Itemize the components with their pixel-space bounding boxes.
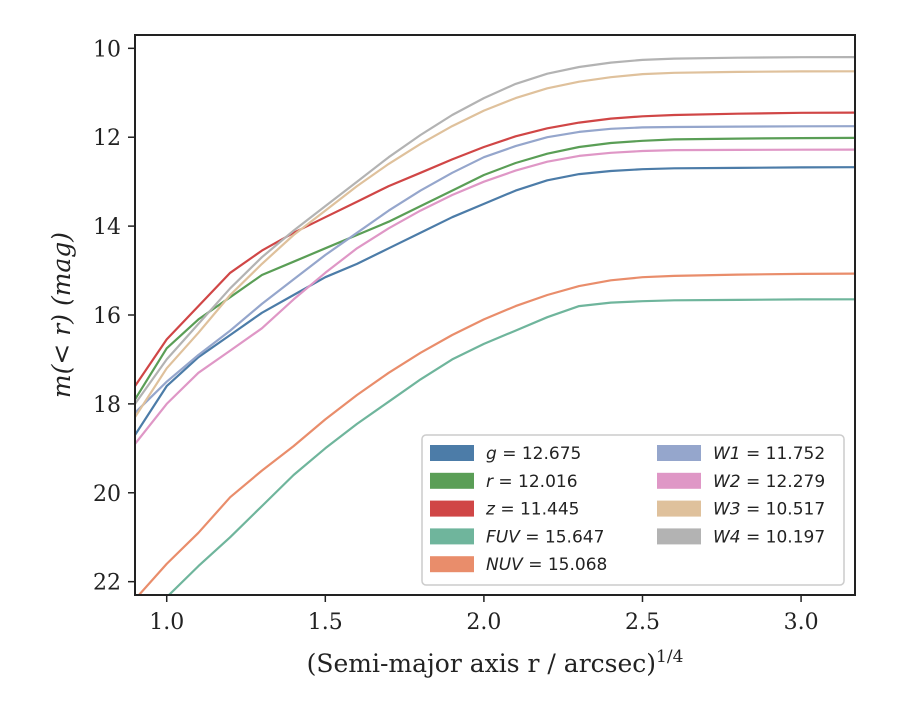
legend-swatch-z — [430, 500, 474, 517]
legend-label-w2: W2 = 12.279 — [713, 472, 825, 492]
y-tick-label: 22 — [93, 571, 121, 596]
series-line-fuv — [167, 298, 855, 595]
y-axis-label: m(< r) (mag) — [47, 232, 76, 398]
legend: g = 12.675 r = 12.016 z = 11.445 FUV = 15.6… — [421, 434, 845, 586]
series-layer — [135, 56, 855, 595]
y-tick-label: 14 — [93, 215, 121, 240]
series-line-r — [135, 136, 855, 401]
legend-label-w1: W1 = 11.752 — [713, 444, 825, 464]
series-line-w2 — [135, 148, 855, 445]
legend-label-fuv: FUV = 15.647 — [486, 527, 604, 547]
legend-swatch-nuv — [430, 556, 474, 573]
legend-swatch-w4 — [657, 528, 701, 545]
legend-swatch-fuv — [430, 528, 474, 545]
legend-swatch-w1 — [657, 445, 701, 461]
legend-label-nuv: NUV = 15.068 — [486, 555, 607, 575]
series-line-w3 — [135, 70, 855, 419]
series-line-nuv — [137, 272, 855, 595]
series-line-g — [135, 166, 855, 437]
x-axis-label: (Semi-major axis r / arcsec)1/4 — [307, 647, 684, 678]
x-tick-label: 2.0 — [466, 610, 501, 635]
legend-label-g: g = 12.675 — [486, 444, 581, 464]
y-tick-label: 16 — [93, 304, 121, 329]
y-tick-label: 10 — [93, 37, 121, 62]
x-tick-label: 1.0 — [149, 610, 184, 635]
legend-label-z: z = 11.445 — [485, 500, 579, 520]
legend-swatch-g — [430, 445, 474, 461]
series-line-z — [135, 111, 855, 388]
ticks-layer: 1.0 1.5 2.0 2.5 3.0 10 12 14 16 18 20 22 — [93, 37, 819, 635]
legend-swatch-w2 — [657, 472, 701, 489]
x-axis-label-main: (Semi-major axis r / arcsec) — [307, 649, 656, 678]
x-tick-label: 2.5 — [625, 610, 660, 635]
x-tick-label: 3.0 — [784, 610, 819, 635]
y-tick-label: 20 — [93, 482, 121, 507]
legend-label-w3: W3 = 10.517 — [713, 500, 825, 520]
legend-frame — [421, 434, 845, 586]
series-line-w4 — [135, 56, 855, 405]
legend-swatch-r — [430, 472, 474, 489]
x-tick-label: 1.5 — [308, 610, 343, 635]
legend-label-w4: W4 = 10.197 — [713, 527, 825, 547]
y-tick-label: 12 — [93, 126, 121, 151]
y-tick-label: 18 — [93, 393, 121, 418]
legend-swatch-w3 — [657, 500, 701, 517]
legend-label-r: r = 12.016 — [486, 472, 578, 492]
series-line-w1 — [135, 125, 855, 414]
x-axis-label-superscript: 1/4 — [656, 647, 683, 667]
